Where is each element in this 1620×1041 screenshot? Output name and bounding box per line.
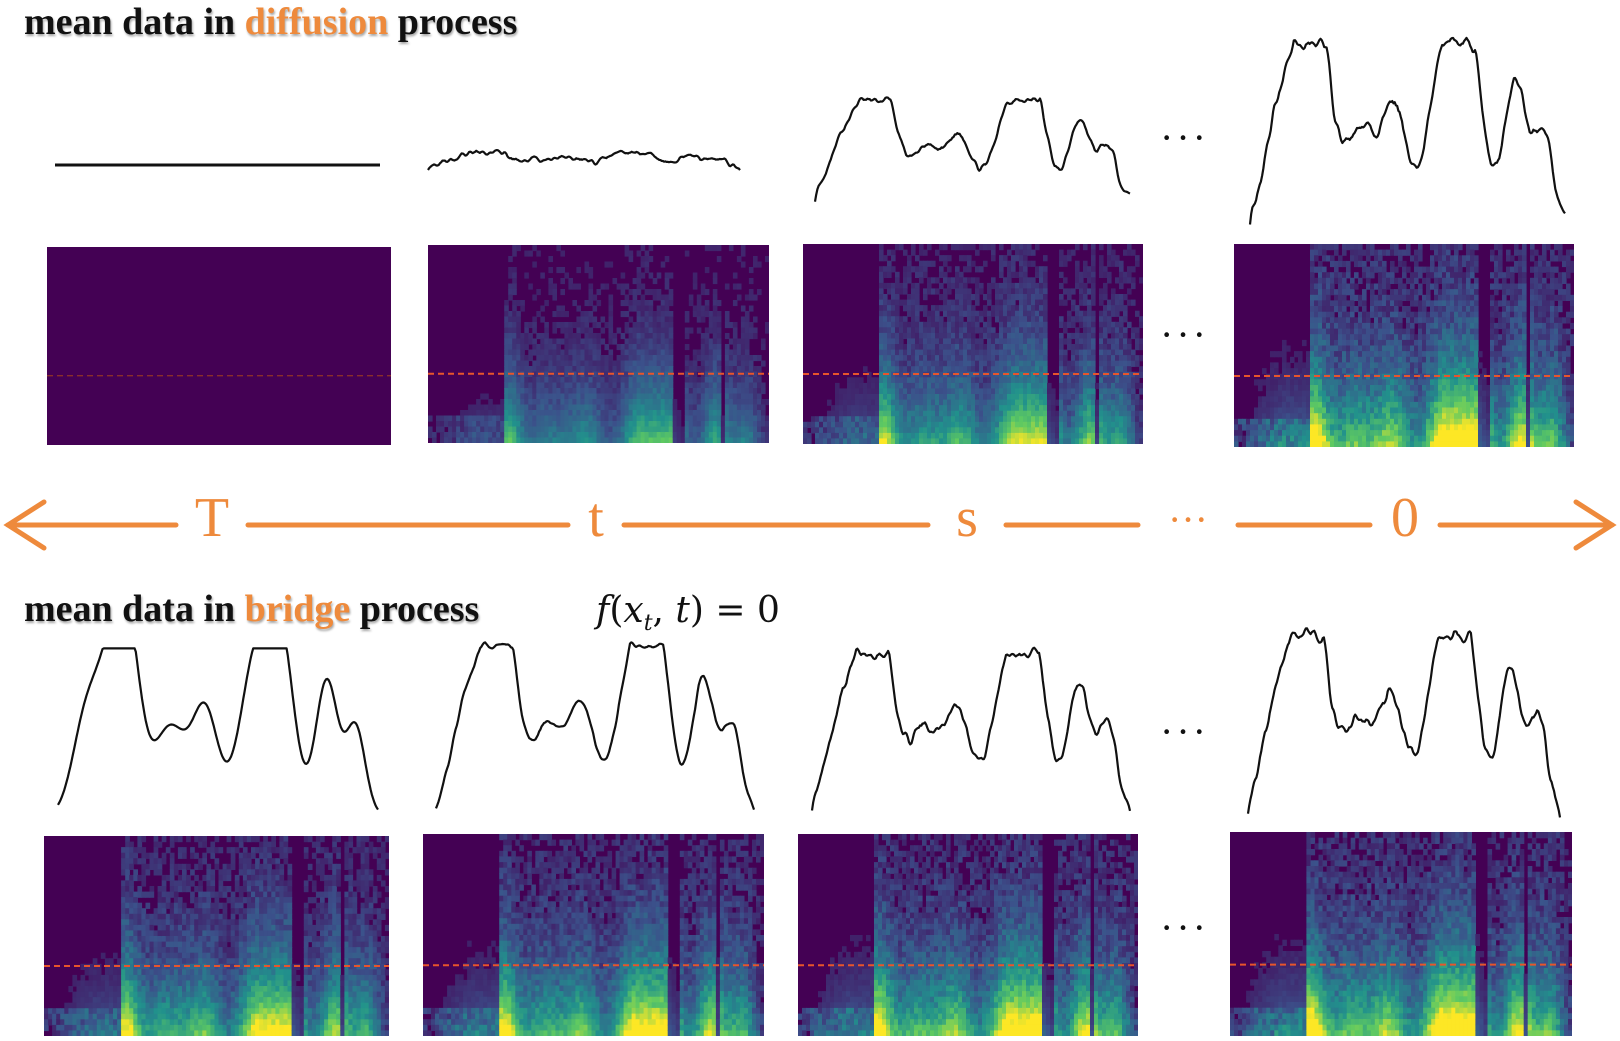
waveform-line (1248, 36, 1566, 225)
eq-t: t (675, 590, 690, 631)
time-label-ellipsis: ··· (1168, 497, 1208, 542)
spectrogram-top-s (803, 244, 1143, 444)
spectrogram-top-T (47, 247, 391, 445)
spectrogram-bottom-s (798, 834, 1138, 1036)
heading-text: mean data in (24, 588, 245, 630)
time-label-0: 0 (1391, 487, 1419, 549)
diffusion-heading: mean data in diffusion process (24, 0, 517, 44)
waveform-top-s (813, 96, 1131, 202)
bridge-condition-equation: f(xt, t) = 0 (596, 590, 780, 637)
heading-text: process (350, 588, 480, 630)
waveform-line (427, 149, 741, 171)
time-label-t: t (588, 487, 604, 549)
waveform-line (813, 96, 1131, 202)
waveform-line (434, 641, 756, 810)
waveform-bottom-T (57, 647, 379, 811)
waveform-line (810, 646, 1132, 812)
time-label-s: s (956, 487, 978, 549)
waveform-top-T (54, 163, 381, 167)
waveform-line (1246, 627, 1562, 818)
ellipsis-bottom-spectrograms: ··· (1160, 905, 1209, 950)
spectrogram-bottom-T (44, 836, 389, 1036)
spectrogram-bottom-0 (1230, 832, 1572, 1036)
waveform-bottom-t (434, 641, 756, 810)
waveform-top-t (427, 149, 741, 171)
eq-subscript: t (643, 611, 653, 637)
waveform-line (57, 647, 379, 811)
spectrogram-top-t (428, 245, 769, 443)
ellipsis-top-spectrograms: ··· (1160, 312, 1209, 357)
eq-rhs: 0 (757, 590, 780, 631)
time-axis-arrow (3, 499, 1617, 551)
waveform-bottom-0 (1246, 627, 1562, 818)
bridge-heading: mean data in bridge process (24, 587, 479, 631)
heading-text: process (388, 1, 518, 43)
eq-x: x (623, 590, 644, 631)
waveform-top-0 (1248, 36, 1566, 225)
time-label-T: T (194, 487, 230, 549)
ellipsis-bottom-waveforms: ··· (1160, 709, 1209, 754)
spectrogram-top-0 (1234, 244, 1574, 447)
ellipsis-top-waveforms: ··· (1160, 115, 1209, 160)
spectrogram-bottom-t (423, 834, 764, 1036)
heading-accent-bridge: bridge (244, 588, 351, 630)
eq-f: f (596, 590, 610, 631)
heading-accent-diffusion: diffusion (244, 1, 389, 43)
waveform-bottom-s (810, 646, 1132, 812)
heading-text: mean data in (24, 1, 245, 43)
